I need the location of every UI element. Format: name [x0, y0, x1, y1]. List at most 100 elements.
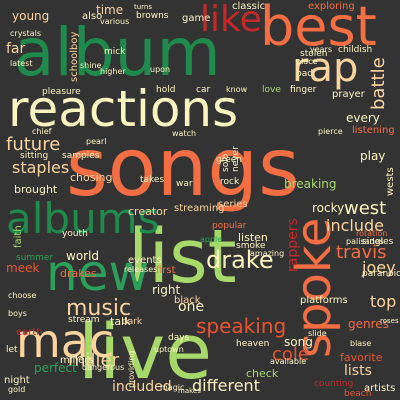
word-brought: brought	[14, 183, 58, 196]
word-top: top	[370, 292, 397, 311]
word-upon: upon	[150, 65, 171, 74]
word-mac: mac	[16, 314, 115, 368]
word-heaven: heaven	[236, 339, 270, 349]
word-battle: battle	[368, 57, 389, 110]
word-albums: albums	[6, 194, 160, 243]
word-rap: rap	[292, 45, 359, 91]
word-makes: makes	[178, 387, 201, 395]
word-speaking: speaking	[196, 314, 287, 338]
word-place: place	[296, 57, 318, 66]
word-stolen: stolen	[300, 49, 328, 59]
word-watch: watch	[172, 129, 197, 138]
word-right: right	[152, 283, 181, 297]
word-chosing: chosing	[70, 171, 113, 184]
word-miller: miller	[68, 350, 120, 371]
word-slide: slide	[308, 329, 327, 338]
word-events: events	[128, 255, 162, 266]
word-providing: providing	[127, 350, 136, 389]
word-let: let	[6, 345, 18, 355]
word-choose: choose	[8, 291, 37, 300]
word-new: new	[46, 244, 150, 302]
word-play: play	[360, 149, 386, 163]
word-higher: higher	[100, 67, 126, 76]
word-youth: youth	[62, 229, 88, 239]
word-never: never	[231, 146, 241, 172]
word-earth: earth	[16, 327, 43, 338]
word-takes: takes	[140, 175, 165, 185]
word-reactions: reactions	[8, 80, 239, 138]
word-joey: joey	[362, 258, 396, 277]
word-like: like	[200, 0, 262, 40]
word-exploring: exploring	[308, 1, 355, 12]
word-check: check	[246, 367, 279, 380]
word-west: west	[344, 198, 387, 219]
word-platforms: platforms	[300, 295, 348, 306]
word-far: far	[6, 41, 26, 57]
word-millers: millers	[60, 355, 94, 366]
word-samples: samples	[62, 151, 100, 161]
word-car: car	[196, 85, 211, 95]
word-magic: magic	[160, 383, 185, 392]
word-lists: lists	[344, 363, 372, 379]
word-uptown: uptown	[154, 345, 184, 354]
word-game: game	[182, 13, 211, 24]
word-years: years	[310, 45, 333, 54]
word-pierce: pierce	[318, 127, 343, 136]
word-various: various	[100, 17, 130, 26]
word-shine: shine	[80, 61, 102, 70]
word-rotation: rotation	[356, 229, 388, 238]
word-album: album	[14, 14, 221, 91]
word-listening: listening	[352, 125, 395, 136]
word-songs: songs	[66, 121, 300, 214]
word-beach: beach	[344, 389, 372, 399]
word-amazing: amazing	[250, 249, 285, 258]
word-drakes: drakes	[60, 267, 97, 280]
word-young: young	[12, 9, 50, 23]
word-palisades: palisades	[346, 237, 384, 246]
word-one: one	[178, 299, 205, 315]
word-days: days	[168, 333, 190, 343]
word-browns: browns	[136, 11, 169, 21]
word-releases: releases	[124, 265, 158, 274]
word-singles: singles	[362, 237, 394, 247]
word-boys: boys	[8, 309, 27, 318]
word-latest: latest	[10, 59, 33, 68]
word-love: love	[262, 85, 281, 95]
word-roses: roses	[380, 317, 399, 325]
word-gold: gold	[8, 385, 26, 394]
word-prayer: prayer	[332, 89, 365, 100]
word-streaming: streaming	[174, 203, 225, 214]
word-hold: hold	[156, 85, 176, 95]
word-blase: blase	[350, 339, 372, 348]
word-wests: wests	[385, 167, 396, 196]
word-drake: drake	[206, 246, 274, 274]
word-listen: listen	[238, 231, 268, 244]
word-summer: summer	[16, 253, 54, 263]
word-chief: chief	[32, 127, 52, 136]
word-popular: popular	[212, 221, 247, 231]
word-staples: staples	[12, 158, 70, 177]
word-smoke: smoke	[236, 241, 266, 251]
word-cole: cole	[272, 344, 309, 365]
word-turns: turns	[134, 3, 153, 11]
word-paranoid: paranoid	[362, 269, 400, 279]
word-travis: travis	[336, 242, 387, 263]
word-rappers: rappers	[285, 218, 301, 272]
word-war: war	[176, 179, 193, 189]
word-faith: faith	[13, 225, 24, 248]
word-also: also	[82, 11, 103, 22]
word-include: include	[326, 216, 384, 235]
word-best: best	[260, 0, 377, 58]
word-solo: solo	[221, 153, 231, 172]
word-list: list	[128, 214, 237, 300]
word-black: black	[174, 295, 201, 306]
word-future: future	[6, 134, 61, 155]
word-childish: childish	[338, 45, 373, 55]
word-rock: rock	[220, 177, 240, 187]
word-sitting: sitting	[20, 151, 49, 161]
word-pleasure: pleasure	[42, 87, 81, 97]
word-breaking: breaking	[284, 177, 337, 191]
word-mick: mick	[104, 47, 126, 57]
word-green: green	[216, 155, 242, 165]
word-every: every	[346, 111, 380, 125]
